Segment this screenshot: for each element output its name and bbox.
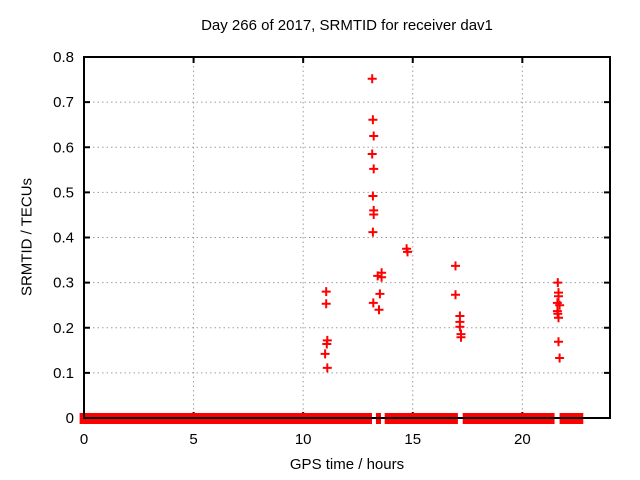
- svg-text:5: 5: [189, 431, 197, 448]
- data-points: [320, 74, 565, 373]
- svg-text:0.3: 0.3: [53, 275, 74, 292]
- svg-text:0.6: 0.6: [53, 139, 74, 156]
- y-tick-labels: 0 0.1 0.2 0.3 0.4 0.5 0.6 0.7 0.8: [53, 49, 74, 427]
- chart-title: Day 266 of 2017, SRMTID for receiver dav…: [201, 17, 493, 34]
- svg-text:0: 0: [80, 431, 88, 448]
- svg-text:0.5: 0.5: [53, 184, 74, 201]
- svg-text:15: 15: [404, 431, 421, 448]
- tick-marks: [83, 56, 610, 419]
- gridlines: [84, 57, 610, 418]
- x-tick-labels: 0 5 10 15 20: [80, 431, 531, 448]
- x-axis-label: GPS time / hours: [289, 456, 405, 473]
- svg-text:20: 20: [514, 431, 531, 448]
- svg-text:0.1: 0.1: [53, 365, 74, 382]
- plot-border: [83, 56, 611, 419]
- svg-text:0: 0: [66, 410, 74, 427]
- svg-text:0.4: 0.4: [53, 230, 74, 247]
- svg-text:10: 10: [295, 431, 312, 448]
- svg-text:0.2: 0.2: [53, 320, 74, 337]
- svg-text:0.8: 0.8: [53, 49, 74, 66]
- svg-text:0.7: 0.7: [53, 94, 74, 111]
